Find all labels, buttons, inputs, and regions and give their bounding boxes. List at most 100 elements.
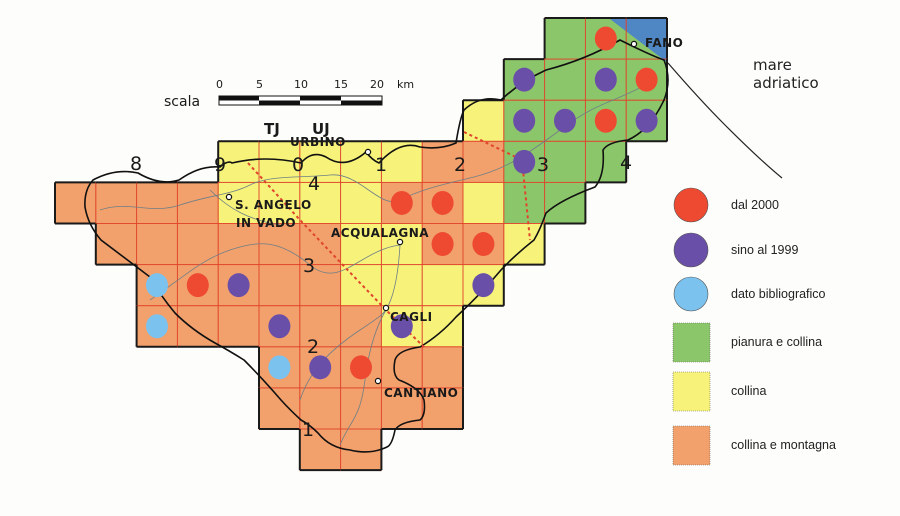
scale-tick: 20 bbox=[370, 78, 384, 91]
grid-cell bbox=[422, 346, 464, 389]
town-marker-acqualagna bbox=[396, 238, 404, 246]
grid-cell bbox=[381, 141, 423, 183]
grid-cell bbox=[299, 305, 342, 348]
grid-row-number: 1 bbox=[302, 419, 314, 441]
legend-swatch-square bbox=[672, 371, 711, 412]
legend-item: pianura e collina bbox=[672, 322, 822, 363]
town-marker-fano bbox=[630, 40, 638, 48]
legend-swatch-circle bbox=[673, 232, 709, 268]
grid-row-number: 2 bbox=[307, 336, 319, 358]
grid-cell bbox=[177, 182, 219, 224]
record-dot-sino-al-1999 bbox=[309, 355, 332, 380]
grid-cell bbox=[544, 59, 586, 101]
legend-item: collina e montagna bbox=[672, 425, 836, 466]
town-label-acqualagna: ACQUALAGNA bbox=[331, 226, 429, 240]
legend-swatch-circle bbox=[673, 187, 709, 223]
town-marker-sant-angelo bbox=[225, 193, 233, 201]
legend-label: collina bbox=[731, 384, 766, 398]
record-dot-dal-2000 bbox=[186, 273, 209, 298]
river bbox=[149, 243, 401, 301]
grid-cell bbox=[381, 346, 423, 389]
record-dot-sino-al-1999 bbox=[513, 67, 536, 92]
grid-cell bbox=[136, 223, 178, 266]
zone-label-uj: UJ bbox=[312, 120, 330, 138]
grid-cell bbox=[259, 387, 301, 430]
legend-label: dal 2000 bbox=[731, 198, 779, 212]
grid-col-number: 3 bbox=[537, 154, 549, 176]
grid-cell bbox=[340, 305, 382, 348]
town-label-cagli: CAGLI bbox=[390, 310, 433, 324]
scale-tick: 0 bbox=[216, 78, 223, 91]
towns bbox=[225, 40, 638, 385]
grid-row-number: 4 bbox=[308, 173, 320, 195]
grid-cell bbox=[340, 182, 382, 224]
province-boundary bbox=[84, 39, 669, 453]
town-label-urbino: URBINO bbox=[290, 135, 346, 149]
record-dot-dal-2000 bbox=[594, 108, 617, 133]
grid-cell bbox=[299, 223, 342, 266]
record-dot-sino-al-1999 bbox=[513, 149, 536, 174]
record-dot-sino-al-1999 bbox=[390, 314, 413, 339]
grid-cell bbox=[177, 223, 219, 266]
coastline bbox=[667, 62, 783, 179]
legend-label: dato bibliografico bbox=[731, 287, 826, 301]
grid-cell bbox=[259, 264, 301, 307]
legend-item: dato bibliografico bbox=[673, 276, 826, 312]
record-dot-dal-2000 bbox=[350, 355, 372, 380]
grid-cell bbox=[544, 182, 586, 224]
legend-item: sino al 1999 bbox=[673, 232, 798, 268]
grid-cell bbox=[381, 387, 423, 430]
grid-cell bbox=[218, 305, 260, 348]
grid-cell bbox=[136, 182, 178, 224]
record-dot-dal-2000 bbox=[431, 190, 454, 215]
sea-label: mare bbox=[753, 56, 792, 74]
scale-unit: km bbox=[397, 78, 414, 91]
sea-label: adriatico bbox=[753, 74, 819, 92]
record-dot-sino-al-1999 bbox=[554, 108, 576, 133]
town-marker-cagli bbox=[382, 304, 390, 312]
grid-cell bbox=[299, 182, 342, 224]
grid-cell bbox=[381, 264, 423, 307]
record-dot-dal-2000 bbox=[431, 232, 454, 257]
legend-swatch-square bbox=[672, 322, 711, 363]
town-label-cantiano: CANTIANO bbox=[384, 386, 458, 400]
record-dot-sino-al-1999 bbox=[594, 67, 617, 92]
record-dot-dal-2000 bbox=[594, 26, 617, 51]
legend-label: collina e montagna bbox=[731, 438, 836, 452]
grid-cell bbox=[503, 182, 546, 224]
legend-label: sino al 1999 bbox=[731, 243, 798, 257]
river bbox=[299, 309, 387, 401]
grid-cell bbox=[544, 18, 586, 60]
town-label-in-vado: IN VADO bbox=[236, 216, 296, 230]
grid-cell bbox=[544, 141, 586, 183]
record-dot-sino-al-1999 bbox=[472, 273, 495, 298]
record-dot-dato-bibliografico bbox=[268, 355, 291, 380]
grid-cell bbox=[422, 387, 464, 430]
grid-col-number: 0 bbox=[292, 154, 304, 176]
grid-col-number: 4 bbox=[620, 152, 632, 174]
grid-col-number: 9 bbox=[214, 154, 226, 176]
legend-swatch-square bbox=[672, 425, 711, 466]
grid-lines bbox=[54, 17, 668, 472]
scale-label: scala bbox=[164, 94, 200, 110]
grid-col-number: 8 bbox=[130, 153, 142, 175]
river bbox=[209, 189, 281, 226]
grid-cell bbox=[585, 141, 627, 183]
scale-bar: scala 0 5 10 15 20 km bbox=[164, 78, 414, 110]
zone-label-tj: TJ bbox=[264, 120, 280, 138]
record-dot-dato-bibliografico bbox=[146, 273, 168, 298]
grid-cell bbox=[55, 182, 97, 224]
record-dot-dal-2000 bbox=[390, 190, 413, 215]
legend-item: collina bbox=[672, 371, 766, 412]
grid-row-number: 3 bbox=[303, 255, 315, 277]
grid-cell bbox=[463, 182, 505, 224]
river bbox=[339, 244, 401, 446]
record-dot-dato-bibliografico bbox=[146, 314, 168, 339]
grid-cell bbox=[422, 264, 464, 307]
zone-boundary bbox=[247, 131, 531, 348]
record-dots bbox=[146, 26, 658, 380]
record-dot-dal-2000 bbox=[635, 67, 658, 92]
grid-col-numbers: 8 9 0 1 2 3 4 bbox=[130, 152, 632, 176]
legend-swatch-circle bbox=[673, 276, 709, 312]
